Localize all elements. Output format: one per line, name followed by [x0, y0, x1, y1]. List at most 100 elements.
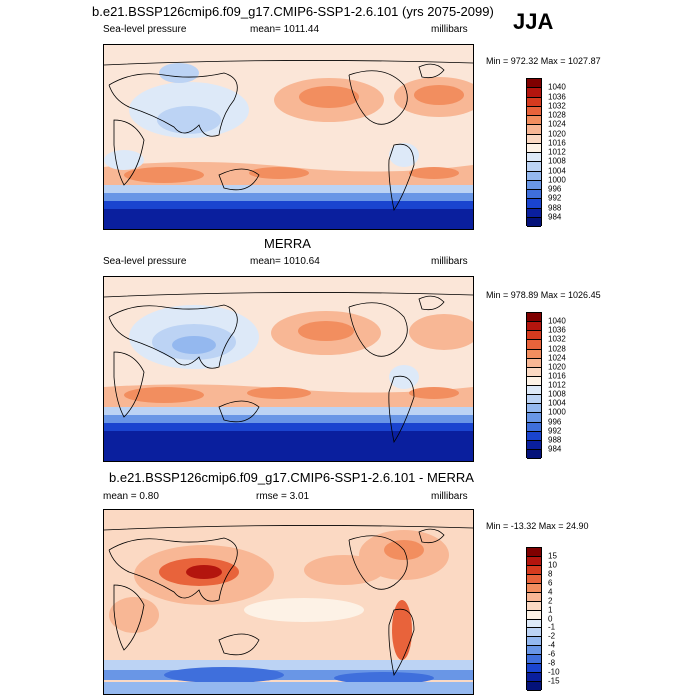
colorbar-tick-label: 15	[548, 551, 557, 561]
colorbar-box	[527, 106, 541, 116]
colorbar-tick-label: 1024	[548, 119, 566, 129]
panel-2-map	[103, 276, 474, 462]
colorbar-tick-label: 6	[548, 578, 553, 588]
colorbar-tick-label: -15	[548, 676, 560, 686]
colorbar-tick-label: 1	[548, 605, 553, 615]
colorbar-box	[527, 367, 541, 377]
colorbar-box	[527, 376, 541, 386]
colorbar-box	[527, 313, 541, 323]
season-label: JJA	[513, 9, 554, 34]
colorbar-tick-label: 1016	[548, 138, 566, 148]
colorbar-tick-label: 0	[548, 614, 553, 623]
colorbar-box	[527, 574, 541, 584]
colorbar-box	[527, 153, 541, 163]
colorbar-box	[527, 422, 541, 432]
colorbar-box	[527, 655, 541, 665]
colorbar-box	[527, 592, 541, 602]
colorbar-tick-label: 1020	[548, 129, 566, 138]
colorbar-box	[527, 449, 541, 459]
colorbar-box	[527, 583, 541, 593]
colorbar-tick-label: 992	[548, 426, 562, 436]
colorbar-box	[527, 413, 541, 423]
colorbar-box	[527, 358, 541, 368]
colorbar-tick-label: 2	[548, 596, 553, 606]
colorbar-box	[527, 162, 541, 172]
colorbar-box	[527, 143, 541, 153]
colorbar-tick-label: 988	[548, 435, 562, 445]
colorbar-box	[527, 208, 541, 218]
colorbar-box	[527, 386, 541, 396]
panel-3-mean-label: mean = 0.80	[103, 491, 159, 502]
colorbar-tick-label: 1000	[548, 175, 566, 185]
colorbar-box	[527, 97, 541, 107]
panel-3-rmse-label: rmse = 3.01	[256, 491, 310, 502]
colorbar-tick-label: 1040	[548, 316, 566, 326]
colorbar-tick-label: 1032	[548, 101, 566, 111]
colorbar-box	[527, 331, 541, 341]
colorbar-tick-label: 1000	[548, 407, 566, 417]
panel-2-colorbar	[526, 312, 542, 459]
colorbar-tick-label: 992	[548, 193, 562, 203]
colorbar-tick-label: -1	[548, 622, 556, 632]
colorbar-tick-label: 1036	[548, 92, 566, 101]
colorbar-tick-label: 1040	[548, 82, 566, 92]
colorbar-tick-label: 988	[548, 203, 562, 212]
colorbar-box	[527, 682, 541, 691]
colorbar-box	[527, 190, 541, 200]
colorbar-tick-label: -8	[548, 658, 556, 668]
colorbar-tick-label: 1004	[548, 398, 566, 408]
panel-3-title: b.e21.BSSP126cmip6.f09_g17.CMIP6-SSP1-2.…	[109, 470, 474, 485]
colorbar-tick-label: 984	[548, 444, 562, 454]
colorbar-box	[527, 88, 541, 98]
colorbar-box	[527, 673, 541, 683]
colorbar-tick-label: 1028	[548, 344, 566, 353]
panel-1-colorbar	[526, 78, 542, 227]
colorbar-box	[527, 548, 541, 557]
colorbar-box	[527, 116, 541, 126]
colorbar-box	[527, 601, 541, 611]
panel-1-mean-label: mean= 1011.44	[250, 24, 320, 35]
colorbar-box	[527, 440, 541, 450]
colorbar-tick-label: -4	[548, 640, 556, 650]
colorbar-tick-label: 1008	[548, 156, 566, 166]
colorbar-box	[527, 180, 541, 190]
colorbar-box	[527, 134, 541, 144]
colorbar-box	[527, 628, 541, 638]
panel-2-variable-label: Sea-level pressure	[103, 256, 187, 267]
colorbar-tick-label: 1012	[548, 147, 566, 157]
colorbar-box	[527, 217, 541, 227]
colorbar-box	[527, 404, 541, 414]
colorbar-box	[527, 637, 541, 647]
colorbar-tick-label: 1028	[548, 110, 566, 120]
colorbar-tick-label: 1024	[548, 353, 566, 363]
colorbar-tick-label: 4	[548, 587, 553, 597]
colorbar-tick-label: 984	[548, 212, 562, 222]
colorbar-box	[527, 395, 541, 405]
colorbar-tick-label: 1036	[548, 325, 566, 335]
colorbar-tick-label: 1012	[548, 380, 566, 390]
colorbar-box	[527, 565, 541, 575]
panel-3-minmax: Min = -13.32 Max = 24.90	[486, 521, 589, 531]
colorbar-tick-label: 1008	[548, 389, 566, 399]
colorbar-tick-label: -10	[548, 667, 560, 677]
colorbar-box	[527, 431, 541, 441]
colorbar-box	[527, 556, 541, 566]
colorbar-tick-label: 1016	[548, 371, 566, 381]
panel-1-minmax: Min = 972.32 Max = 1027.87	[486, 56, 601, 66]
colorbar-box	[527, 664, 541, 674]
colorbar-tick-label: 996	[548, 417, 562, 426]
panel-1-units-label: millibars	[431, 24, 468, 35]
panel-1-variable-label: Sea-level pressure	[103, 24, 187, 35]
panel-2-title: MERRA	[264, 236, 311, 251]
colorbar-tick-label: 996	[548, 184, 562, 194]
panel-1-title: b.e21.BSSP126cmip6.f09_g17.CMIP6-SSP1-2.…	[92, 4, 494, 19]
colorbar-box	[527, 322, 541, 332]
panel-2-units-label: millibars	[431, 256, 468, 267]
colorbar-box	[527, 349, 541, 359]
colorbar-box	[527, 610, 541, 620]
colorbar-box	[527, 171, 541, 181]
colorbar-tick-label: 1020	[548, 362, 566, 372]
colorbar-tick-label: -2	[548, 631, 556, 641]
colorbar-tick-label: 1032	[548, 334, 566, 344]
colorbar-tick-label: 8	[548, 569, 553, 579]
